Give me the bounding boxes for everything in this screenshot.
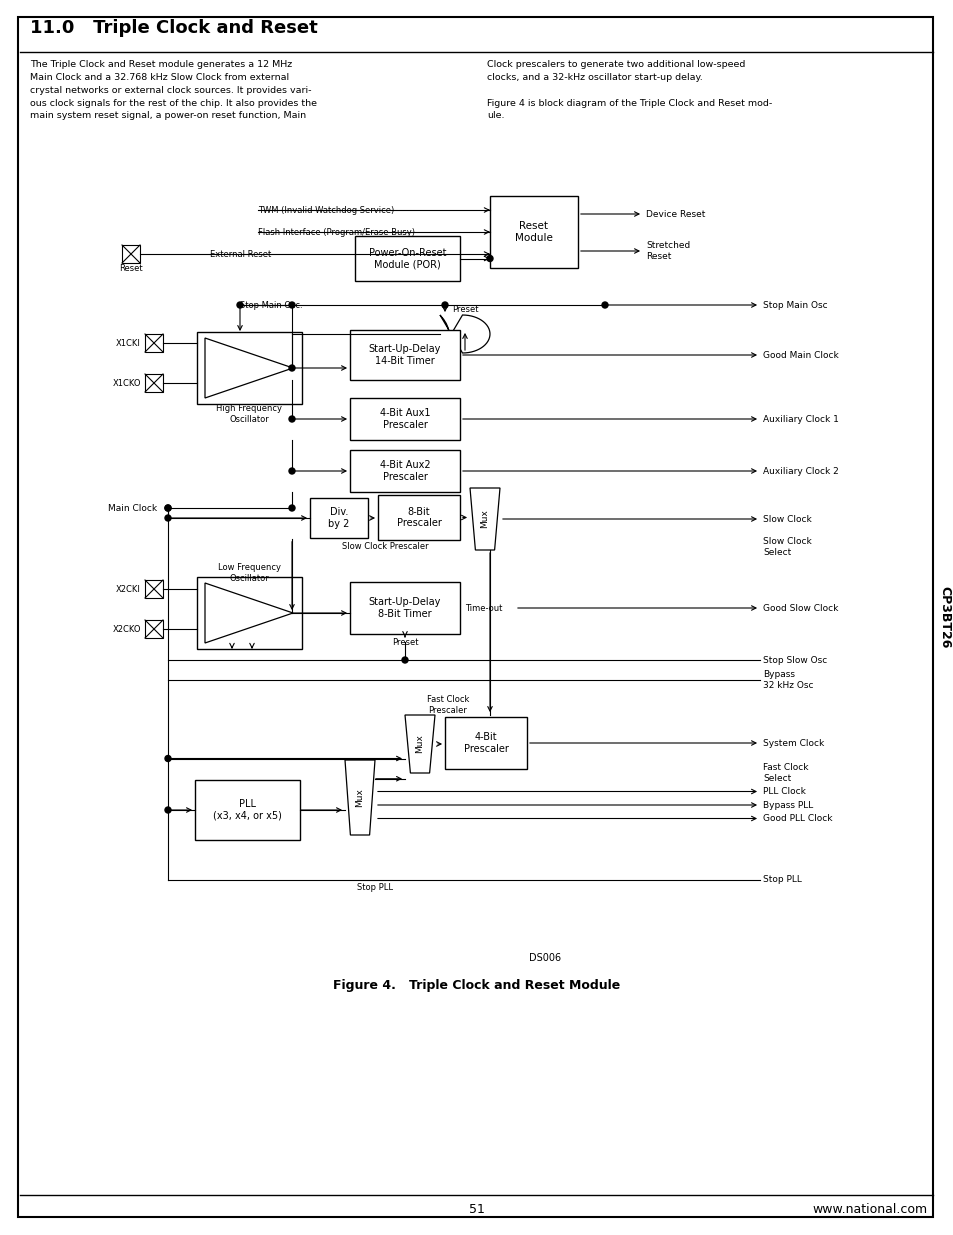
Bar (490, 196, 578, 268)
Text: High Frequency
Oscillator: High Frequency Oscillator (216, 404, 282, 424)
Text: 4-Bit Aux1
Prescaler: 4-Bit Aux1 Prescaler (379, 409, 430, 430)
Text: Stop PLL: Stop PLL (356, 883, 393, 893)
Text: Good Main Clock: Good Main Clock (762, 351, 838, 359)
Text: Fast Clock
Select: Fast Clock Select (762, 763, 807, 783)
Text: CP3BT26: CP3BT26 (938, 587, 950, 648)
Polygon shape (205, 583, 293, 643)
Text: Time-out: Time-out (464, 604, 502, 613)
Circle shape (165, 505, 171, 511)
Polygon shape (439, 315, 490, 353)
Text: Good Slow Clock: Good Slow Clock (762, 604, 838, 613)
Text: Fast Clock
Prescaler: Fast Clock Prescaler (426, 695, 469, 715)
Bar (145, 580, 163, 598)
Text: Auxiliary Clock 2: Auxiliary Clock 2 (762, 467, 838, 475)
Circle shape (236, 303, 243, 308)
Bar (145, 620, 163, 638)
Text: Stop PLL: Stop PLL (762, 876, 801, 884)
Text: Slow Clock: Slow Clock (762, 515, 811, 524)
Text: TWM (Invalid Watchdog Service): TWM (Invalid Watchdog Service) (257, 205, 394, 215)
Polygon shape (405, 715, 435, 773)
Bar (310, 498, 368, 538)
Bar (196, 332, 302, 404)
Text: Mux: Mux (416, 735, 424, 753)
Text: Stretched
Reset: Stretched Reset (645, 241, 690, 261)
Text: Start-Up-Delay
14-Bit Timer: Start-Up-Delay 14-Bit Timer (369, 345, 440, 366)
Text: X1CKI: X1CKI (116, 338, 141, 347)
Circle shape (289, 416, 294, 422)
Polygon shape (205, 338, 293, 398)
Circle shape (289, 505, 294, 511)
Text: Stop Main Osc.: Stop Main Osc. (240, 300, 302, 310)
Polygon shape (470, 488, 499, 550)
Bar (194, 781, 299, 840)
Text: Preset: Preset (452, 305, 477, 314)
Bar (145, 374, 163, 391)
Text: Auxiliary Clock 1: Auxiliary Clock 1 (762, 415, 838, 424)
Text: 4-Bit
Prescaler: 4-Bit Prescaler (463, 732, 508, 753)
Text: 4-Bit Aux2
Prescaler: 4-Bit Aux2 Prescaler (379, 461, 430, 482)
Text: Div.
by 2: Div. by 2 (328, 508, 350, 529)
Text: External Reset: External Reset (210, 249, 271, 258)
Text: X2CKI: X2CKI (116, 584, 141, 594)
Text: Low Frequency
Oscillator: Low Frequency Oscillator (218, 563, 281, 583)
Text: PLL
(x3, x4, or x5): PLL (x3, x4, or x5) (213, 799, 282, 821)
Circle shape (289, 366, 294, 370)
Circle shape (486, 256, 493, 262)
Text: X2CKO: X2CKO (112, 625, 141, 634)
Circle shape (601, 303, 607, 308)
Text: Start-Up-Delay
8-Bit Timer: Start-Up-Delay 8-Bit Timer (369, 598, 440, 619)
Text: Device Reset: Device Reset (645, 210, 704, 219)
Circle shape (165, 505, 171, 511)
Circle shape (165, 515, 171, 521)
Text: Reset: Reset (119, 263, 143, 273)
Text: Power-On-Reset
Module (POR): Power-On-Reset Module (POR) (369, 248, 446, 269)
Text: X1CKO: X1CKO (112, 378, 141, 388)
Bar (350, 582, 459, 634)
Bar (350, 398, 459, 440)
Polygon shape (345, 760, 375, 835)
Text: PLL Clock: PLL Clock (762, 787, 805, 797)
Circle shape (441, 303, 448, 308)
Text: DS006: DS006 (528, 953, 560, 963)
Text: Stop Main Osc: Stop Main Osc (762, 300, 827, 310)
Text: 51: 51 (469, 1203, 484, 1216)
Bar (122, 245, 140, 263)
Text: 11.0   Triple Clock and Reset: 11.0 Triple Clock and Reset (30, 19, 317, 37)
Circle shape (289, 303, 294, 308)
Text: Mux: Mux (355, 788, 364, 806)
Text: Reset
Module: Reset Module (515, 221, 553, 243)
Bar (355, 236, 459, 282)
Text: Slow Clock Prescaler: Slow Clock Prescaler (341, 541, 428, 551)
Bar (145, 333, 163, 352)
Text: The Triple Clock and Reset module generates a 12 MHz
Main Clock and a 32.768 kHz: The Triple Clock and Reset module genera… (30, 61, 316, 120)
Bar (377, 495, 459, 540)
Circle shape (165, 806, 171, 813)
Text: Slow Clock
Select: Slow Clock Select (762, 537, 811, 557)
Bar (350, 450, 459, 492)
Text: www.national.com: www.national.com (812, 1203, 927, 1216)
Text: Stop Slow Osc: Stop Slow Osc (762, 656, 826, 664)
Text: Mux: Mux (480, 510, 489, 529)
Bar (444, 718, 526, 769)
Text: Flash Interface (Program/Erase Busy): Flash Interface (Program/Erase Busy) (257, 227, 415, 236)
Text: System Clock: System Clock (762, 739, 823, 747)
Text: Good PLL Clock: Good PLL Clock (762, 814, 832, 823)
Text: Bypass
32 kHz Osc: Bypass 32 kHz Osc (762, 671, 813, 689)
Circle shape (289, 468, 294, 474)
Text: Figure 4.   Triple Clock and Reset Module: Figure 4. Triple Clock and Reset Module (333, 978, 620, 992)
Text: 8-Bit
Prescaler: 8-Bit Prescaler (396, 506, 441, 529)
Text: Clock prescalers to generate two additional low-speed
clocks, and a 32-kHz oscil: Clock prescalers to generate two additio… (486, 61, 771, 120)
Circle shape (401, 657, 408, 663)
Bar (196, 577, 302, 650)
Text: Main Clock: Main Clock (108, 504, 157, 513)
Text: Bypass PLL: Bypass PLL (762, 800, 812, 809)
Bar (350, 330, 459, 380)
Text: Preset: Preset (392, 637, 417, 646)
Circle shape (165, 756, 171, 762)
